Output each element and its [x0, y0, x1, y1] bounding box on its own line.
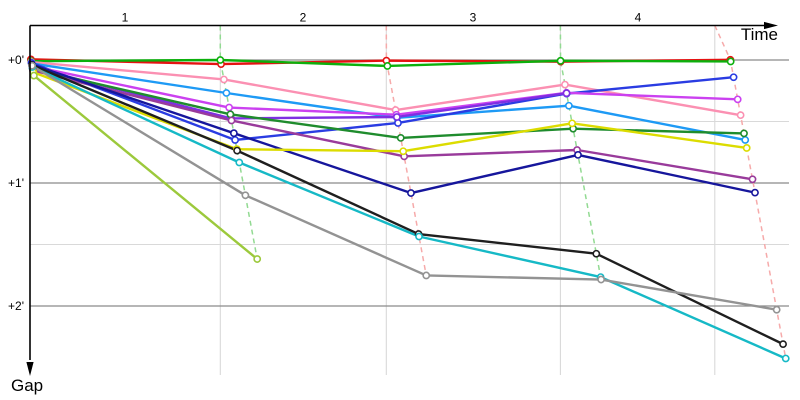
marker-purple-4 [748, 175, 757, 184]
marker-cyan-2 [415, 232, 423, 241]
marker-navy-2 [407, 189, 415, 197]
marker-pink-4 [736, 111, 745, 120]
series-lines-layer [30, 58, 787, 360]
x-tick-label-1: 1 [122, 11, 129, 25]
marker-pink-3 [561, 80, 569, 89]
checkpoint-lines-layer [219, 25, 787, 359]
marker-light-green-0 [29, 71, 38, 80]
marker-yellow-4 [742, 144, 751, 152]
checkpoint-line-3 [559, 25, 602, 280]
series-line-light-green [33, 74, 258, 260]
marker-dark-green-2 [396, 133, 405, 142]
marker-gray-4 [772, 305, 781, 314]
y-axis-title: Gap [11, 376, 43, 395]
marker-dark-green-4 [740, 129, 748, 138]
marker-gray-2 [422, 271, 431, 280]
marker-gray-3 [597, 275, 605, 284]
series-line-navy [31, 63, 756, 195]
marker-blue-4 [729, 73, 738, 82]
marker-magenta-1 [225, 103, 234, 112]
marker-pink-1 [220, 75, 228, 84]
x-tick-label-3: 3 [470, 11, 477, 25]
y-tick-label-+1': +1' [8, 176, 24, 190]
marker-gray-1 [241, 191, 250, 200]
checkpoint-line-4 [714, 25, 787, 359]
x-tick-label-4: 4 [635, 11, 642, 25]
axis-labels-layer: Time Gap 1 2 3 4 +0' +1' +2' [8, 11, 778, 396]
x-axis-arrow-icon [764, 21, 778, 30]
marker-black-1 [233, 146, 241, 155]
marker-cyan-4 [781, 354, 790, 363]
marker-green-3 [556, 56, 565, 65]
series-line-violet [32, 66, 567, 120]
x-tick-label-2: 2 [300, 11, 307, 25]
marker-green-1 [216, 56, 225, 64]
y-tick-labels: +0' +1' +2' [8, 53, 24, 313]
marker-light-blue-1 [222, 89, 231, 97]
marker-green-2 [383, 62, 392, 70]
series-line-yellow [32, 71, 747, 153]
marker-cyan-1 [235, 158, 244, 167]
marker-magenta-4 [733, 95, 742, 104]
marker-violet-3 [562, 89, 571, 98]
marker-blue-1 [231, 136, 240, 144]
marker-green-4 [726, 57, 735, 66]
y-tick-label-+2': +2' [8, 299, 24, 313]
marker-yellow-3 [568, 119, 577, 128]
checkpoint-line-2 [385, 25, 427, 276]
marker-black-3 [592, 249, 601, 258]
marker-dark-green-1 [226, 110, 235, 119]
y-axis-arrow-icon [26, 362, 34, 376]
marker-black-4 [779, 340, 787, 349]
series-line-black [31, 64, 784, 346]
marker-navy-1 [229, 129, 238, 138]
axes-layer [26, 21, 778, 376]
marker-light-blue-3 [564, 101, 573, 110]
x-tick-labels: 1 2 3 4 [122, 11, 642, 25]
marker-light-blue-4 [741, 136, 750, 144]
marker-violet-2 [392, 113, 401, 121]
marker-yellow-2 [399, 147, 408, 156]
marker-navy-4 [751, 188, 759, 197]
marker-navy-3 [574, 151, 582, 159]
y-tick-label-+0': +0' [8, 53, 24, 67]
marker-blue-2 [394, 119, 402, 127]
grid-layer [30, 25, 789, 375]
marker-purple-1 [227, 116, 236, 125]
x-axis-title: Time [741, 25, 778, 44]
series-line-cyan [31, 65, 787, 360]
marker-light-green-1 [253, 255, 262, 263]
